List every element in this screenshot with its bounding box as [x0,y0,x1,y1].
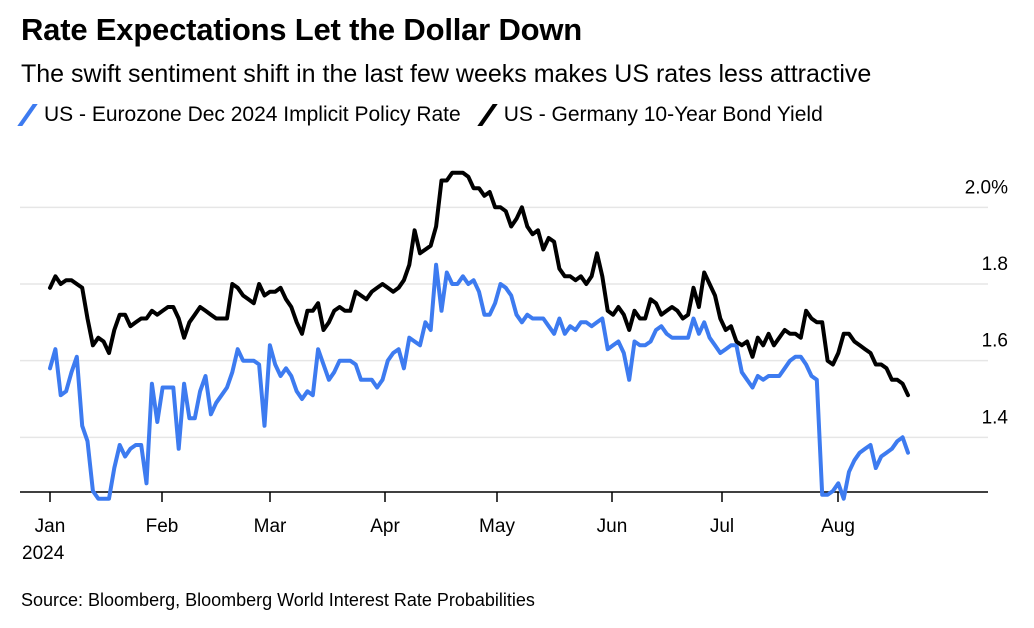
legend-label-us-germany: US - Germany 10-Year Bond Yield [503,103,823,126]
line-chart: 1.4 1.6 1.8 2.0% Jan Feb Mar Apr May Jun Jul Aug 202… [20,170,1009,564]
x-tick-label-jun: Jun [597,516,628,537]
x-tick-label-feb: Feb [146,516,179,537]
chart-subtitle: The swift sentiment shift in the last fe… [21,60,872,88]
legend: US - Eurozone Dec 2024 Implicit Policy R… [17,100,843,130]
x-tick-label-mar: Mar [254,516,287,537]
x-tick-label-jan: Jan [35,516,66,537]
y-tick-label-3: 2.0% [965,177,1008,198]
series-line-us-germany [48,170,910,398]
x-tick-label-aug: Aug [821,516,855,537]
legend-label-us-eurozone: US - Eurozone Dec 2024 Implicit Policy R… [44,103,461,126]
x-year-label: 2024 [22,543,65,564]
legend-item-us-eurozone: US - Eurozone Dec 2024 Implicit Policy R… [17,103,461,127]
x-tick-label-apr: Apr [370,516,400,537]
source-note: Source: Bloomberg, Bloomberg World Inter… [21,590,535,610]
x-tick-label-may: May [479,516,515,537]
y-tick-label-0: 1.4 [982,407,1009,428]
series-line-us-eurozone [48,262,910,501]
chart-title: Rate Expectations Let the Dollar Down [21,12,583,47]
y-tick-label-1: 1.6 [982,331,1008,352]
legend-item-us-germany: US - Germany 10-Year Bond Yield [476,103,823,127]
y-tick-label-2: 1.8 [982,254,1008,275]
x-tick-label-jul: Jul [710,516,734,537]
